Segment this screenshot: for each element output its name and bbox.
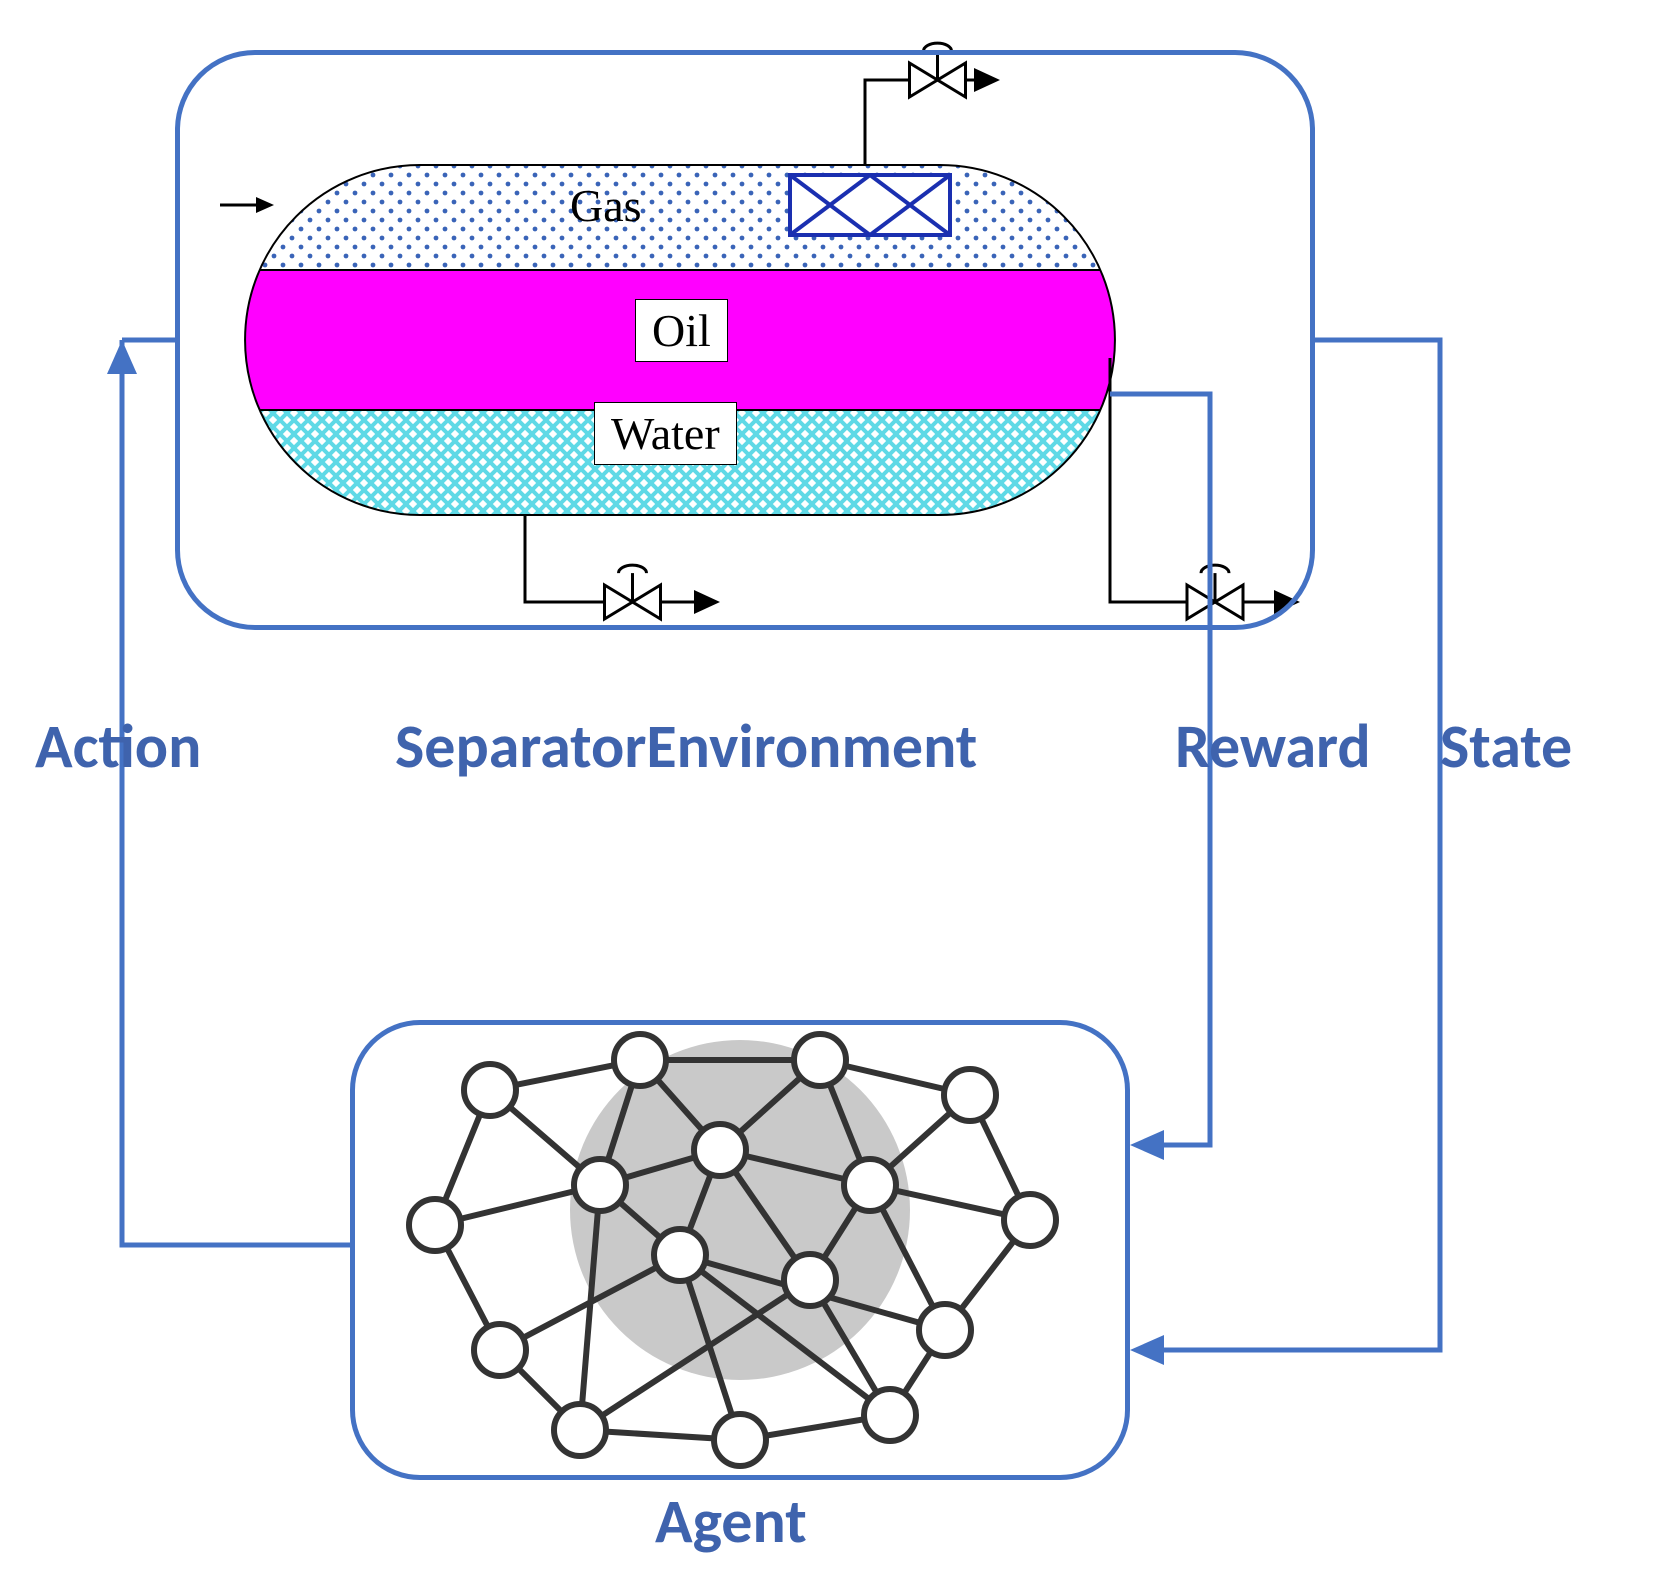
reward-label: Reward (1175, 708, 1371, 784)
action-label: Action (35, 708, 201, 784)
agent-box (350, 1020, 1130, 1480)
state-label: State (1440, 708, 1572, 784)
water-label: Water (594, 402, 737, 465)
agent_title-label: Agent (655, 1483, 807, 1559)
diagram-root: SeparatorEnvironment Agent Action Reward Sta… (0, 0, 1661, 1590)
gas-label: Gas (570, 179, 642, 232)
env_title-label: SeparatorEnvironment (395, 708, 977, 784)
environment-box (175, 50, 1315, 630)
oil-label: Oil (635, 299, 728, 362)
